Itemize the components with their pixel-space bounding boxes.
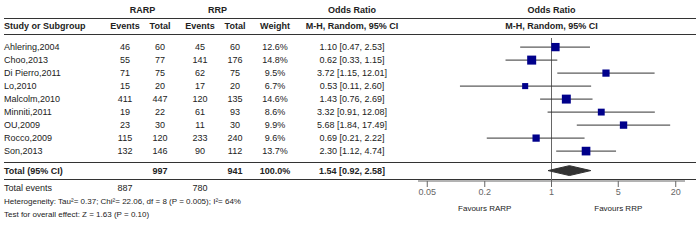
html-text:Weight: Weight <box>260 20 290 31</box>
html-text:Malcolm,2010: Malcolm,2010 <box>4 93 60 104</box>
html-text:62: 62 <box>195 67 205 78</box>
html-text:55: 55 <box>120 54 130 65</box>
html-text:115: 115 <box>117 132 133 143</box>
html-text:9.9%: 9.9% <box>264 119 286 130</box>
html-text:93: 93 <box>230 106 240 117</box>
html-text:M-H, Random, 95% CI: M-H, Random, 95% CI <box>305 20 399 31</box>
html-text:1.10 [0.47, 2.53]: 1.10 [0.47, 2.53] <box>319 41 385 52</box>
html-text:45: 45 <box>195 41 205 52</box>
html-text:23: 23 <box>120 119 130 130</box>
html-text:30: 30 <box>155 119 165 130</box>
html-text:Events: Events <box>110 20 140 31</box>
html-text:112: 112 <box>227 145 243 156</box>
html-text:12.6%: 12.6% <box>262 41 288 52</box>
html-text:60: 60 <box>155 41 165 52</box>
html-text:887: 887 <box>117 182 133 193</box>
html-text:46: 46 <box>120 41 130 52</box>
html-text:447: 447 <box>152 93 168 104</box>
html-text:0.53 [0.11, 2.60]: 0.53 [0.11, 2.60] <box>319 80 385 91</box>
svg-text:5: 5 <box>616 187 621 197</box>
html-text:75: 75 <box>230 67 240 78</box>
html-text:13.7%: 13.7% <box>262 145 288 156</box>
svg-text:0.05: 0.05 <box>418 187 436 197</box>
svg-text:1: 1 <box>549 187 554 197</box>
html-text:Total: Total <box>149 20 171 31</box>
html-text:Total: Total <box>224 20 246 31</box>
html-text:5.68 [1.84, 17.49]: 5.68 [1.84, 17.49] <box>317 119 387 130</box>
html-text:Events: Events <box>185 20 215 31</box>
html-text:11: 11 <box>195 119 205 130</box>
html-text:OU,2009: OU,2009 <box>4 119 40 130</box>
svg-text:20: 20 <box>671 187 681 197</box>
html-text:Favours RARP: Favours RARP <box>458 204 512 213</box>
html-text:120: 120 <box>192 93 208 104</box>
html-text:Son,2013: Son,2013 <box>4 145 43 156</box>
html-text:3.72 [1.15, 12.01]: 3.72 [1.15, 12.01] <box>317 67 387 78</box>
html-text:30: 30 <box>230 119 240 130</box>
html-text:141: 141 <box>192 54 208 65</box>
html-text:Ahlering,2004: Ahlering,2004 <box>4 41 60 52</box>
html-text:Total (95% CI): Total (95% CI) <box>4 165 63 176</box>
html-text:Test for overall effect: Z = 1: Test for overall effect: Z = 1.63 (P = 0… <box>4 209 150 219</box>
html-text:780: 780 <box>192 182 208 193</box>
html-text:Minniti,2011: Minniti,2011 <box>4 106 52 117</box>
html-text:RRP: RRP <box>208 4 227 15</box>
html-text:19: 19 <box>120 106 130 117</box>
html-text:90: 90 <box>195 145 205 156</box>
html-text:0.69 [0.21, 2.22]: 0.69 [0.21, 2.22] <box>319 132 385 143</box>
html-text:Study or Subgroup: Study or Subgroup <box>4 20 86 31</box>
html-text:1.43 [0.76, 2.69]: 1.43 [0.76, 2.69] <box>319 93 385 104</box>
html-text:120: 120 <box>152 132 168 143</box>
html-text:941: 941 <box>227 165 243 176</box>
html-text:3.32 [0.91, 12.08]: 3.32 [0.91, 12.08] <box>317 106 387 117</box>
html-text:176: 176 <box>227 54 243 65</box>
html-text:61: 61 <box>195 106 205 117</box>
html-text:Total events: Total events <box>4 182 52 193</box>
html-text:20: 20 <box>155 80 165 91</box>
html-text:14.6%: 14.6% <box>262 93 288 104</box>
html-text:233: 233 <box>192 132 208 143</box>
html-text:2.30 [1.12, 4.74]: 2.30 [1.12, 4.74] <box>319 145 385 156</box>
html-text:22: 22 <box>155 106 165 117</box>
html-text:240: 240 <box>227 132 243 143</box>
html-text:Lo,2010: Lo,2010 <box>4 80 37 91</box>
html-text:71: 71 <box>120 67 130 78</box>
svg-text:0.2: 0.2 <box>478 187 491 197</box>
html-text:997: 997 <box>152 165 168 176</box>
html-text:75: 75 <box>155 67 165 78</box>
html-text:9.6%: 9.6% <box>264 132 286 143</box>
html-text:60: 60 <box>230 41 240 52</box>
html-text:Choo,2013: Choo,2013 <box>4 54 48 65</box>
html-text:Favours RRP: Favours RRP <box>594 204 643 213</box>
html-text:Odds Ratio: Odds Ratio <box>328 4 376 15</box>
html-text:146: 146 <box>152 145 168 156</box>
html-text:132: 132 <box>117 145 133 156</box>
html-text:1.54 [0.92, 2.58]: 1.54 [0.92, 2.58] <box>319 165 385 176</box>
html-text:Odds Ratio: Odds Ratio <box>527 4 576 15</box>
html-text:RARP: RARP <box>129 4 156 15</box>
html-text:6.7%: 6.7% <box>264 80 286 91</box>
html-text:15: 15 <box>120 80 130 91</box>
html-text:135: 135 <box>227 93 243 104</box>
html-text:411: 411 <box>117 93 133 104</box>
html-text:77: 77 <box>155 54 165 65</box>
html-text:9.5%: 9.5% <box>264 67 286 78</box>
html-text:100.0%: 100.0% <box>259 165 291 176</box>
html-text:Rocco,2009: Rocco,2009 <box>4 132 52 143</box>
html-text:14.8%: 14.8% <box>262 54 288 65</box>
html-text:0.62 [0.33, 1.15]: 0.62 [0.33, 1.15] <box>319 54 385 65</box>
html-text:Di Pierro,2011: Di Pierro,2011 <box>4 67 61 78</box>
html-text:17: 17 <box>195 80 205 91</box>
html-text:20: 20 <box>230 80 240 91</box>
html-text:8.6%: 8.6% <box>264 106 286 117</box>
html-text:M-H, Random, 95% CI: M-H, Random, 95% CI <box>505 20 598 31</box>
html-text:Heterogeneity: Tau²= 0.37; Chi: Heterogeneity: Tau²= 0.37; Chi²= 22.06, … <box>4 196 241 206</box>
